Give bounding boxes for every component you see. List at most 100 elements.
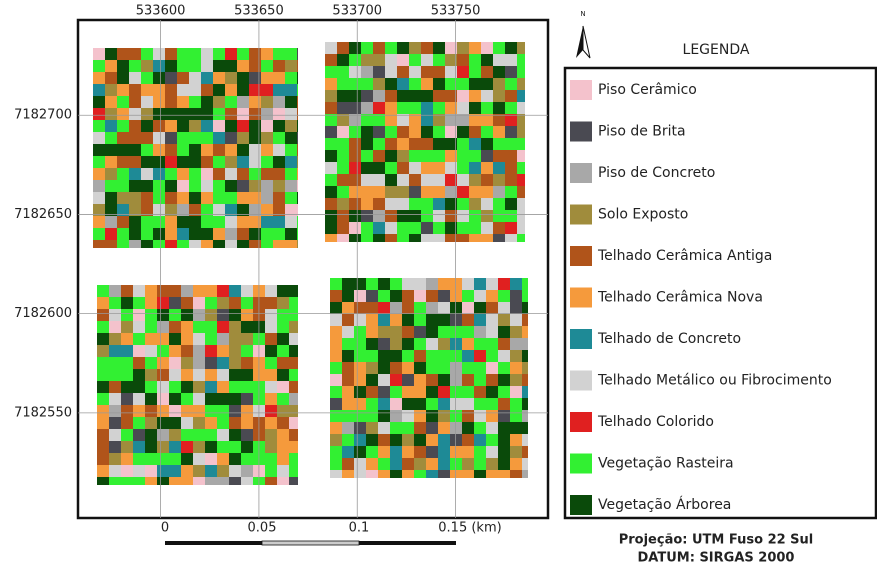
land-cover-cell [325,234,337,242]
land-cover-cell [261,132,273,144]
land-cover-cell [145,285,157,297]
land-cover-cell [213,192,225,204]
land-cover-cell [342,434,354,446]
land-cover-cell [285,96,297,108]
land-cover-cell [361,162,373,174]
land-cover-cell [97,465,109,477]
land-cover-cell [289,381,298,393]
land-cover-cell [474,422,486,434]
land-cover-cell [133,381,145,393]
land-cover-cell [438,374,450,386]
land-cover-cell [213,72,225,84]
land-cover-cell [225,48,237,60]
land-cover-cell [325,186,337,198]
land-cover-cell [169,309,181,321]
land-cover-cell [217,429,229,441]
land-cover-cell [330,290,342,302]
land-cover-cell [109,333,121,345]
land-cover-cell [486,458,498,470]
land-cover-cell [385,138,397,150]
land-cover-cell [366,326,378,338]
land-cover-cell [217,381,229,393]
land-cover-cell [330,326,342,338]
land-cover-cell [217,405,229,417]
land-cover-cell [510,470,522,478]
land-cover-cell [522,386,528,398]
land-cover-cell [109,369,121,381]
land-cover-cell [265,453,277,465]
legend-label: Piso de Brita [598,124,686,140]
land-cover-cell [297,84,298,96]
land-cover-cell [261,216,273,228]
legend-label: Piso de Concreto [598,165,715,181]
land-cover-cell [330,434,342,446]
land-cover-cell [385,126,397,138]
land-cover-cell [189,60,201,72]
land-cover-cell [390,290,402,302]
land-cover-cell [361,150,373,162]
land-cover-cell [97,345,109,357]
land-cover-cell [402,314,414,326]
land-cover-cell [409,162,421,174]
land-cover-cell [373,186,385,198]
land-cover-cell [97,369,109,381]
land-cover-cell [181,477,193,485]
land-cover-cell [277,381,289,393]
land-cover-cell [486,350,498,362]
land-cover-cell [414,374,426,386]
x-tick-label: 533600 [136,4,186,19]
land-cover-cell [273,156,285,168]
land-cover-cell [481,150,493,162]
land-cover-cell [181,369,193,381]
land-cover-cell [426,434,438,446]
land-cover-cell [450,422,462,434]
land-cover-cell [397,150,409,162]
land-cover-cell [433,162,445,174]
land-cover-cell [390,398,402,410]
land-cover-cell [390,278,402,290]
land-cover-cell [193,465,205,477]
land-cover-cell [505,126,517,138]
land-cover-cell [105,156,117,168]
land-cover-cell [229,453,241,465]
land-cover-cell [469,150,481,162]
land-cover-cell [109,285,121,297]
land-cover-cell [354,446,366,458]
land-cover-cell [457,42,469,54]
land-cover-cell [261,168,273,180]
land-cover-cell [241,285,253,297]
land-cover-cell [414,338,426,350]
land-cover-cell [237,192,249,204]
land-cover-cell [505,174,517,186]
land-cover-cell [493,138,505,150]
land-cover-cell [402,374,414,386]
land-cover-cell [177,132,189,144]
land-cover-cell [426,326,438,338]
land-cover-cell [193,441,205,453]
land-cover-cell [213,168,225,180]
land-cover-cell [414,434,426,446]
legend-swatch [570,329,592,349]
land-cover-cell [378,434,390,446]
land-cover-cell [117,228,129,240]
land-cover-cell [297,96,298,108]
land-cover-cell [217,285,229,297]
land-cover-cell [378,398,390,410]
land-cover-cell [181,429,193,441]
land-cover-cell [457,198,469,210]
land-cover-cell [457,186,469,198]
land-cover-cell [153,120,165,132]
land-cover-cell [217,357,229,369]
land-cover-cell [349,150,361,162]
land-cover-cell [481,210,493,222]
land-cover-cell [505,54,517,66]
land-cover-cell [486,470,498,478]
land-cover-cell [462,338,474,350]
land-cover-cell [462,350,474,362]
land-cover-cell [337,186,349,198]
land-cover-cell [109,453,121,465]
land-cover-cell [373,198,385,210]
land-cover-cell [421,186,433,198]
land-cover-cell [141,240,153,248]
land-cover-cell [469,102,481,114]
